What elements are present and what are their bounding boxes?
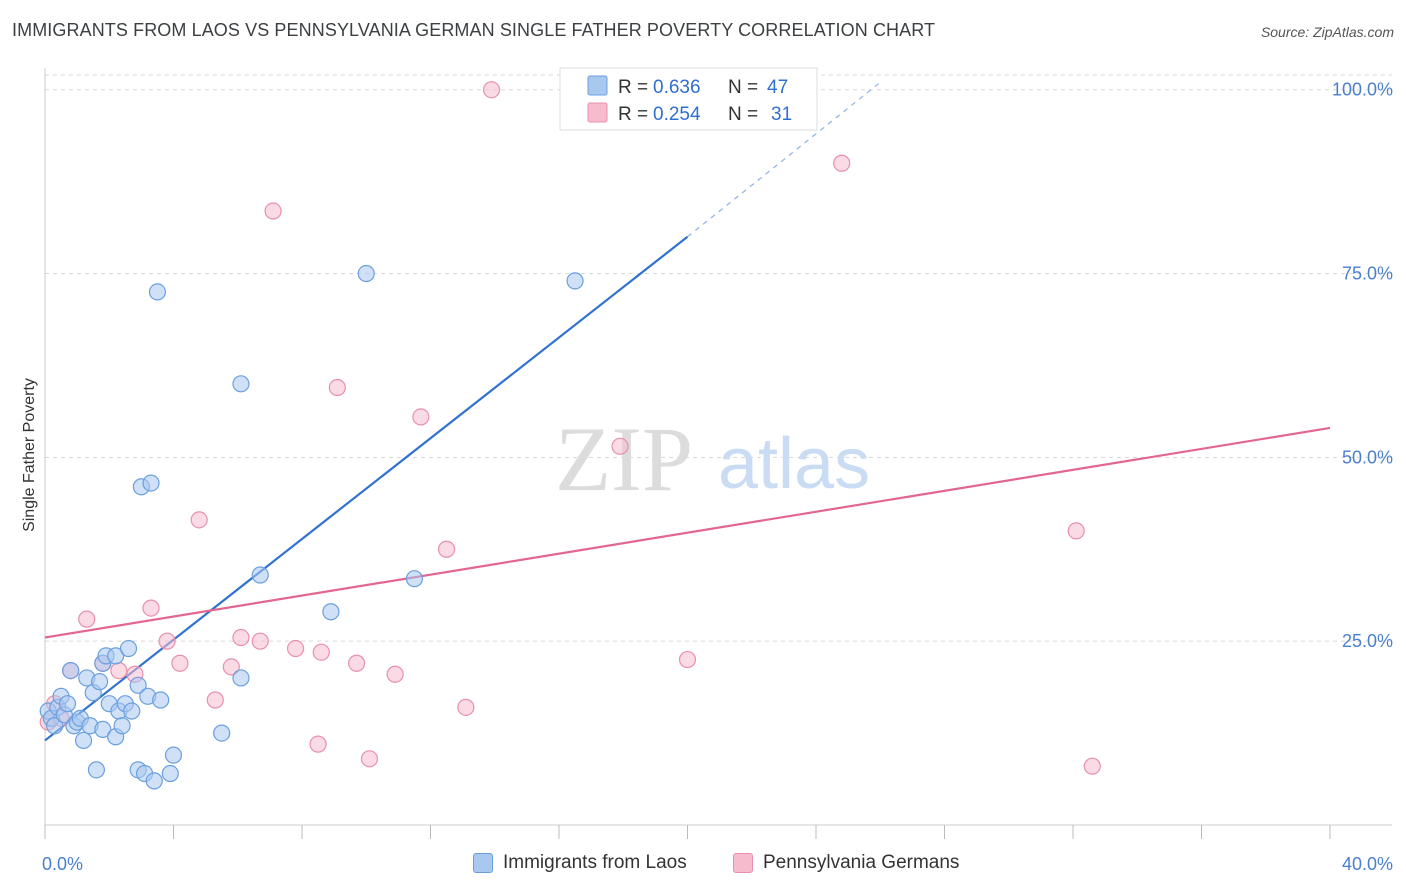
series-legend-item-pagerman: Pennsylvania Germans (733, 852, 959, 874)
point-pagerman (312, 643, 330, 661)
point-laos (107, 647, 125, 665)
point-laos (145, 772, 163, 790)
point-pagerman (206, 691, 224, 709)
point-laos (232, 669, 250, 687)
x-tick-label: 40.0% (1342, 854, 1393, 874)
legend-n-value-1: 47 (767, 77, 788, 98)
point-pagerman (678, 650, 697, 669)
legend-n-value-2: 31 (771, 104, 792, 125)
point-pagerman (348, 654, 366, 672)
point-laos (113, 717, 131, 735)
stats-legend: R = 0.636 N = 47 R = 0.254 N = 31 (559, 67, 818, 131)
point-laos (62, 661, 80, 680)
point-pagerman (232, 628, 250, 647)
series-legend-label-laos: Immigrants from Laos (503, 852, 687, 873)
point-laos (94, 720, 112, 739)
watermark-zip: ZIP (555, 408, 693, 510)
legend-r-label-2: R = (618, 104, 648, 125)
point-pagerman (78, 610, 96, 628)
trend-line-laos (44, 235, 689, 742)
point-pagerman (360, 750, 379, 768)
point-pagerman (251, 632, 269, 650)
point-laos (164, 746, 183, 764)
point-pagerman (328, 378, 346, 397)
x-tick-label: 0.0% (42, 854, 83, 874)
point-laos (87, 761, 106, 779)
point-pagerman (286, 639, 305, 658)
legend-r-label-1: R = (618, 77, 648, 98)
point-laos (58, 695, 77, 713)
trend-line-laos-extension (687, 81, 881, 238)
legend-n-label-1: N = (728, 77, 758, 98)
point-laos (405, 570, 424, 588)
legend-swatch-pagerman (587, 102, 608, 123)
point-laos (251, 566, 269, 584)
point-pagerman (386, 665, 404, 683)
series-legend: Immigrants from Laos Pennsylvania German… (0, 852, 1406, 878)
point-pagerman (158, 632, 176, 650)
legend-swatch-laos (587, 75, 608, 96)
point-laos (152, 691, 170, 709)
point-pagerman (412, 408, 430, 426)
point-laos (123, 702, 141, 720)
y-tick-label: 50.0% (1342, 447, 1393, 467)
y-tick-label: 25.0% (1342, 631, 1393, 651)
point-pagerman (611, 437, 629, 455)
point-laos (142, 474, 160, 492)
point-laos (119, 639, 138, 658)
point-pagerman (482, 81, 501, 99)
point-pagerman (110, 661, 128, 680)
legend-n-label-2: N = (728, 104, 758, 125)
point-pagerman (457, 698, 475, 716)
chart-title: IMMIGRANTS FROM LAOS VS PENNSYLVANIA GER… (12, 20, 936, 40)
point-laos (322, 603, 340, 621)
gridlines (45, 74, 1392, 642)
point-pagerman (833, 154, 851, 172)
axes (44, 68, 1392, 839)
point-pagerman (309, 735, 327, 753)
watermark: ZIP atlas (555, 408, 870, 510)
legend-r-value-2: 0.254 (653, 104, 701, 125)
y-tick-label: 100.0% (1332, 80, 1393, 100)
point-pagerman (264, 202, 282, 220)
point-laos (148, 283, 167, 301)
point-laos (357, 264, 375, 283)
point-laos (161, 764, 179, 783)
point-pagerman (437, 540, 456, 558)
point-laos (232, 375, 250, 393)
trend-line-pagerman (44, 426, 1331, 639)
point-laos (74, 731, 93, 750)
series-legend-item-laos: Immigrants from Laos (473, 852, 687, 874)
point-laos (566, 272, 584, 290)
point-pagerman (142, 599, 160, 617)
legend-r-value-1: 0.636 (653, 77, 701, 98)
point-laos (213, 724, 231, 742)
tick-labels: 25.0% 50.0% 75.0% 100.0% 0.0% 40.0% (42, 80, 1393, 874)
point-pagerman (1083, 757, 1101, 775)
watermark-atlas: atlas (718, 424, 870, 504)
point-laos (91, 673, 109, 691)
series-legend-swatch-laos (473, 853, 493, 873)
source-label: Source: ZipAtlas.com (1260, 24, 1394, 40)
point-laos (46, 717, 64, 735)
data-points (39, 81, 1101, 790)
series-legend-swatch-pagerman (733, 853, 753, 873)
point-pagerman (171, 654, 189, 672)
point-pagerman (222, 658, 240, 676)
y-tick-label: 75.0% (1342, 264, 1393, 284)
series-legend-label-pagerman: Pennsylvania Germans (763, 852, 960, 873)
point-laos (129, 676, 147, 694)
point-pagerman (190, 511, 208, 529)
trend-lines (44, 81, 1331, 742)
point-pagerman (1067, 522, 1085, 540)
